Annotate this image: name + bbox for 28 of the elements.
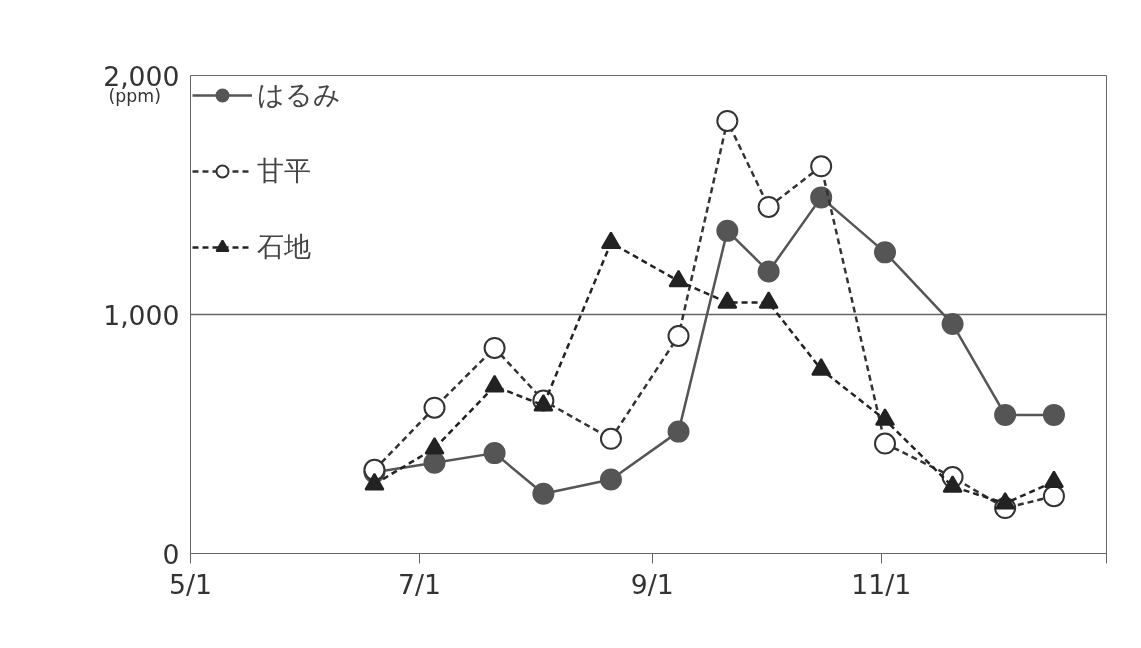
point bbox=[483, 336, 506, 359]
point bbox=[599, 427, 622, 450]
point bbox=[874, 241, 897, 264]
point bbox=[599, 468, 622, 491]
point bbox=[810, 186, 833, 209]
legend-label: 甘平 bbox=[257, 154, 311, 188]
x-tick-label: 5/1 bbox=[169, 568, 212, 600]
point bbox=[757, 260, 780, 283]
y-tick-label: 1,000 bbox=[103, 299, 180, 331]
x-tick-label: 9/1 bbox=[630, 568, 674, 600]
point bbox=[667, 420, 690, 443]
x-tick-label: 7/1 bbox=[398, 568, 441, 600]
point bbox=[716, 219, 739, 242]
point bbox=[483, 442, 506, 465]
point bbox=[423, 396, 446, 419]
point bbox=[874, 432, 897, 455]
point bbox=[757, 195, 780, 218]
point bbox=[941, 313, 964, 336]
point bbox=[716, 109, 739, 132]
point bbox=[667, 325, 690, 347]
point bbox=[994, 403, 1017, 426]
x-tick-label: 11/1 bbox=[851, 568, 912, 600]
point bbox=[532, 482, 555, 505]
y-tick-label: 0 bbox=[162, 538, 180, 570]
legend-label: 石地 bbox=[257, 230, 311, 264]
legend-label: はるみ bbox=[257, 78, 341, 112]
point bbox=[810, 155, 833, 178]
point bbox=[1042, 403, 1065, 426]
